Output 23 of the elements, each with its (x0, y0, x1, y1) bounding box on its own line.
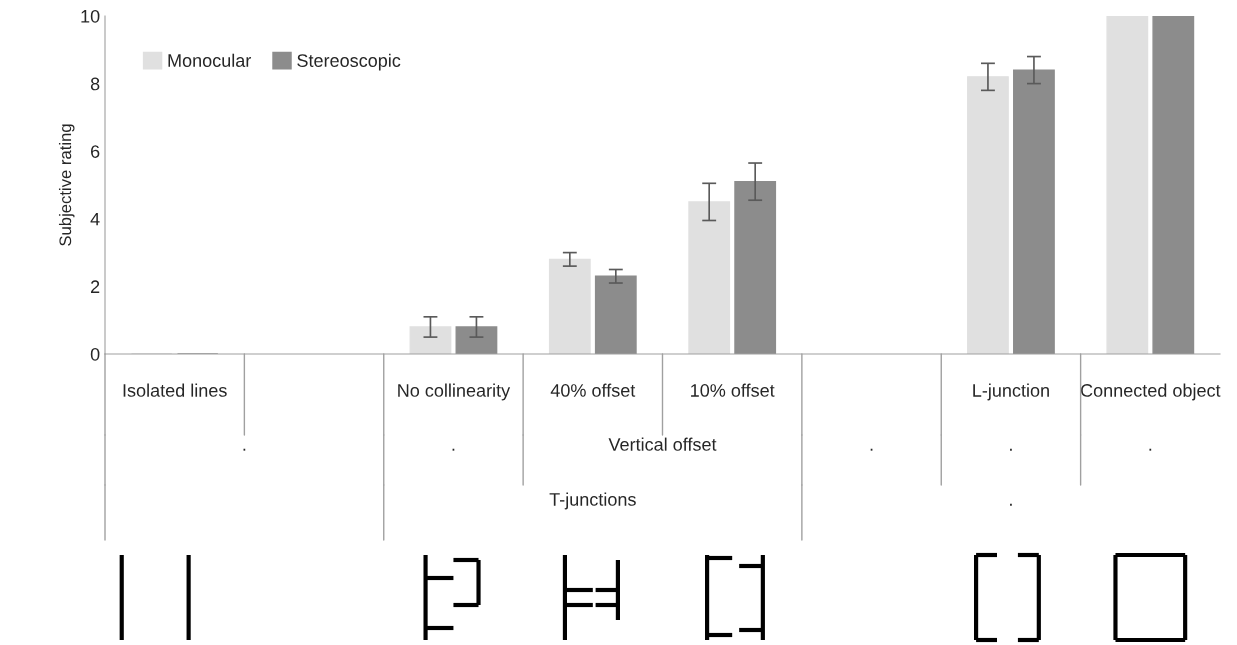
y-tick-label: 10 (81, 9, 100, 23)
x-tick-label: 40% offset (550, 383, 636, 397)
text: . (1010, 448, 1012, 451)
x-tick-label: Connected object (1080, 383, 1221, 401)
legend-label: Stereoscopic (297, 53, 401, 71)
x-tick-label: No collinearity (398, 383, 511, 401)
x-tick-label: 10% offset (691, 383, 775, 397)
legend-label: Monocular (168, 53, 252, 67)
y-tick-label: 8 (90, 77, 100, 91)
text: T-junctions (549, 492, 636, 510)
x-tick-label: L-junction (973, 383, 1049, 401)
text: . (452, 448, 455, 451)
text: . (1010, 503, 1012, 506)
x-tick-label: Isolated lines (123, 383, 227, 397)
text: . (243, 448, 246, 451)
text: Vertical offset (608, 437, 717, 451)
y-tick-label: 0 (90, 347, 100, 361)
text: . (1149, 448, 1152, 451)
y-axis-title: Subjective rating (58, 124, 75, 246)
y-tick-label: 2 (91, 280, 100, 293)
y-tick-label: 4 (90, 212, 100, 226)
y-tick-label: 6 (91, 145, 100, 158)
text: . (870, 448, 873, 451)
